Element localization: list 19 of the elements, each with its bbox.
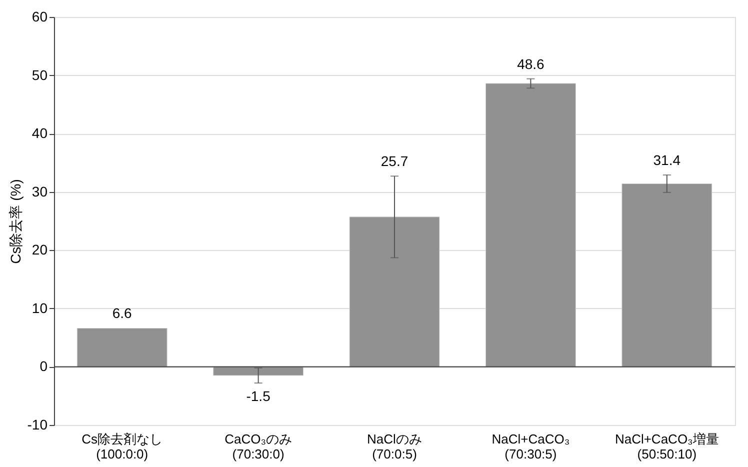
annotation: 25.7 (380, 153, 408, 170)
y-tick-label: 30 (32, 183, 48, 200)
data-label: 6.6 (112, 305, 132, 322)
data-label: 48.6 (517, 56, 545, 72)
x-tick-label: NaCl+CaCO₃ (70:30:5) (492, 432, 570, 462)
y-tick-label: 20 (32, 242, 48, 258)
y-tick-label: -10 (27, 416, 48, 432)
y-axis-title: Cs除去率 (%) (7, 179, 24, 264)
y-tick-label: 10 (32, 300, 48, 316)
x-tick-label: Cs除去剤なし (100:0:0) (82, 432, 163, 462)
data-label: 31.4 (653, 152, 681, 168)
x-tick-label: CaCO₃のみ (70:30:0) (224, 432, 292, 462)
y-tick-label: 60 (32, 8, 48, 24)
y-tick-label: 0 (40, 358, 48, 374)
y-tick-label: 40 (32, 125, 48, 142)
x-tick-label: NaClのみ (70:0:5) (367, 432, 422, 462)
y-tick-label: 50 (32, 66, 48, 83)
data-label: -1.5 (246, 388, 271, 404)
x-tick-label: NaCl+CaCO₃増量 (50:50:10) (614, 432, 719, 462)
